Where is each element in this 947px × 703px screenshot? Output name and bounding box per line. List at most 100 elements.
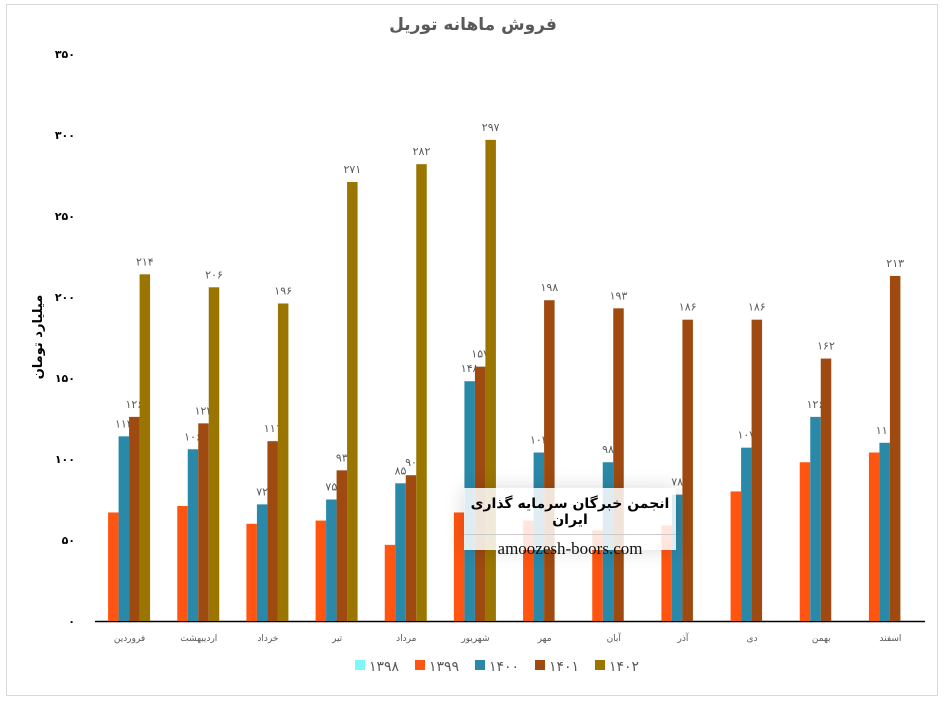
data-label: ۷۸ xyxy=(671,476,683,489)
data-label: ۲۷۱ xyxy=(343,163,361,176)
bar-۱۳۹۹ xyxy=(868,452,880,621)
legend-swatch xyxy=(355,660,365,670)
data-label: ۱۲۶ xyxy=(125,398,143,411)
bar-۱۴۰۱ xyxy=(267,441,278,621)
bar-۱۴۰۰ xyxy=(810,416,821,621)
bar-۱۳۹۹ xyxy=(384,544,396,621)
legend-label: ۱۴۰۱ xyxy=(549,659,579,675)
data-label: ۷۲ xyxy=(256,485,268,498)
data-label: ۱۸۶ xyxy=(679,301,697,314)
data-label: ۱۱۱ xyxy=(264,422,282,435)
x-tick-label: مرداد xyxy=(396,634,416,644)
data-label: ۱۸۶ xyxy=(748,301,766,314)
x-tick-label: تیر xyxy=(331,634,343,644)
y-tick-label: ۲۰۰ xyxy=(55,291,75,304)
data-label: ۲۸۲ xyxy=(413,145,431,158)
y-tick-label: ۱۰۰ xyxy=(55,453,75,466)
data-label: ۱۱۴ xyxy=(115,417,133,430)
data-label: ۹۳ xyxy=(336,451,348,464)
data-label: ۸۵ xyxy=(395,464,407,477)
bar-۱۴۰۱ xyxy=(820,358,832,621)
y-tick-label: ۲۵۰ xyxy=(55,210,75,223)
legend-swatch xyxy=(415,660,425,670)
data-label: ۱۹۳ xyxy=(610,289,628,302)
y-tick-label: ۱۵۰ xyxy=(55,372,75,385)
legend-swatch xyxy=(595,660,605,670)
bar-۱۳۹۹ xyxy=(453,512,465,621)
bar-۱۳۹۹ xyxy=(108,512,119,621)
data-label: ۱۲۲ xyxy=(195,404,213,417)
x-tick-label: اردیبهشت xyxy=(180,634,217,644)
bar-۱۴۰۰ xyxy=(187,449,199,621)
bar-۱۳۹۹ xyxy=(315,520,327,621)
bar-۱۴۰۲ xyxy=(208,287,220,621)
x-tick-label: خرداد xyxy=(257,634,278,644)
data-label: ۹۰ xyxy=(405,456,417,469)
legend-label: ۱۴۰۲ xyxy=(609,659,639,675)
bar-۱۴۰۱ xyxy=(198,423,209,621)
data-label: ۱۰۶ xyxy=(184,430,202,443)
legend-swatch xyxy=(475,660,485,670)
x-tick-label: آبان xyxy=(607,632,622,644)
data-label: ۱۰۴ xyxy=(530,434,548,447)
chart-title: فروش ماهانه توریل xyxy=(389,15,557,35)
x-tick-label: دی xyxy=(747,634,758,644)
bar-۱۳۹۹ xyxy=(246,523,257,621)
bar-۱۴۰۲ xyxy=(485,139,496,622)
bar-۱۴۰۱ xyxy=(613,308,624,621)
x-tick-label: فروردین xyxy=(114,634,145,644)
bar-۱۴۰۰ xyxy=(395,483,406,621)
data-label: ۱۰۷ xyxy=(737,429,755,442)
data-label: ۲۰۶ xyxy=(205,268,223,281)
bar-۱۴۰۲ xyxy=(347,181,358,622)
bar-۱۴۰۱ xyxy=(405,475,417,621)
bar-۱۴۰۲ xyxy=(416,164,427,621)
bar-۱۴۰۱ xyxy=(682,319,693,621)
data-label: ۲۹۷ xyxy=(482,121,500,134)
data-label: ۱۵۷ xyxy=(471,348,489,361)
x-tick-label: آذر xyxy=(676,632,688,644)
legend-label: ۱۳۹۸ xyxy=(369,659,400,675)
bar-۱۳۹۹ xyxy=(730,491,742,621)
bar-۱۴۰۰ xyxy=(326,499,337,621)
bar-۱۴۰۰ xyxy=(256,504,268,621)
x-tick-label: اسفند xyxy=(879,634,901,644)
legend-swatch xyxy=(535,660,545,670)
bar-۱۴۰۲ xyxy=(277,303,289,621)
x-tick-label: شهریور xyxy=(460,634,489,644)
bar-۱۳۹۹ xyxy=(177,505,188,621)
data-label: ۱۲۶ xyxy=(807,398,825,411)
y-tick-label: ۳۵۰ xyxy=(55,48,75,61)
data-label: ۱۱۰ xyxy=(876,424,894,437)
watermark: انجمن خبرگان سرمایه گذاری ایران amoozesh… xyxy=(464,488,676,558)
bar-۱۴۰۰ xyxy=(741,447,752,621)
x-tick-label: بهمن xyxy=(812,634,831,644)
bar-۱۳۹۹ xyxy=(592,530,603,621)
y-tick-label: ۰ xyxy=(68,615,75,628)
bar-۱۴۰۱ xyxy=(129,416,140,621)
x-tick-label: مهر xyxy=(537,634,552,644)
data-label: ۱۴۸ xyxy=(461,362,479,375)
bar-۱۳۹۹ xyxy=(661,525,672,621)
data-label: ۱۹۶ xyxy=(274,284,292,297)
bar-۱۳۹۹ xyxy=(799,462,811,621)
bar-۱۴۰۰ xyxy=(118,436,130,621)
data-label: ۱۹۸ xyxy=(540,281,558,294)
watermark-title: انجمن خبرگان سرمایه گذاری ایران xyxy=(470,496,670,528)
bar-۱۴۰۱ xyxy=(544,300,555,621)
bar-۱۳۹۹ xyxy=(523,520,534,621)
bar-۱۴۰۱ xyxy=(336,470,348,621)
bar-۱۴۰۱ xyxy=(889,275,901,621)
data-label: ۷۵ xyxy=(325,481,337,494)
chart-frame xyxy=(6,4,938,696)
bar-۱۴۰۲ xyxy=(139,274,151,621)
y-axis-label: میلیارد تومان xyxy=(31,295,46,380)
y-tick-label: ۳۰۰ xyxy=(55,129,75,142)
bar-۱۴۰۱ xyxy=(751,319,763,621)
bar-۱۴۰۰ xyxy=(879,442,890,621)
bar-۱۴۰۰ xyxy=(671,494,683,621)
legend-label: ۱۴۰۰ xyxy=(489,659,519,675)
data-label: ۲۱۳ xyxy=(886,257,904,270)
legend-label: ۱۳۹۹ xyxy=(429,659,459,675)
